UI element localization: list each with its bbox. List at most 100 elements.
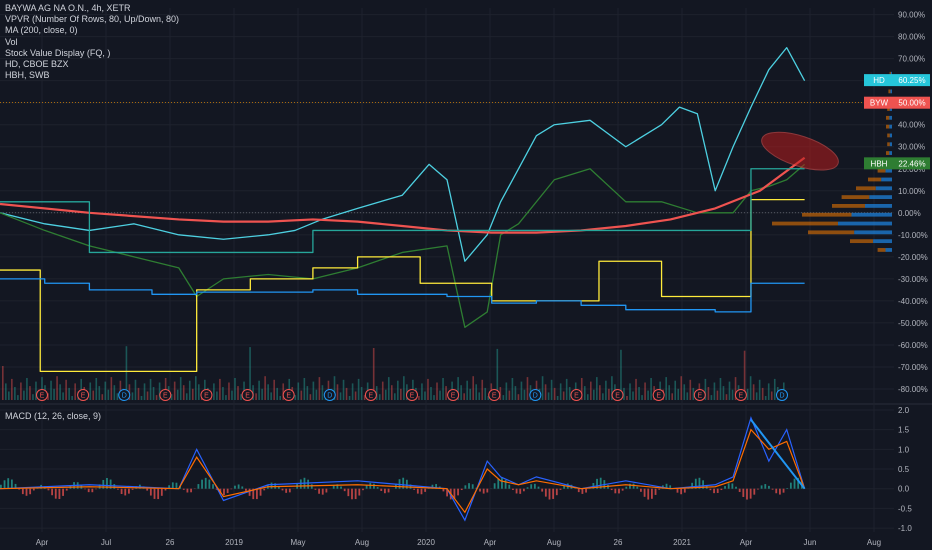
volume-profile-bar-down xyxy=(886,151,890,155)
volume-bar xyxy=(593,389,595,400)
volume-bar xyxy=(463,393,465,400)
volume-bar xyxy=(725,394,728,400)
volume-profile-bar-up xyxy=(885,168,892,173)
macd-histogram-bar xyxy=(149,488,152,496)
volume-bar xyxy=(164,378,167,400)
volume-profile-bar-down xyxy=(841,195,870,199)
volume-profile-bar-up xyxy=(851,212,892,217)
main-y-tick-label: -40.00% xyxy=(898,297,928,306)
volume-profile-bar-up xyxy=(890,89,892,94)
macd-histogram-bar xyxy=(519,488,522,494)
volume-bar xyxy=(746,388,749,400)
macd-histogram-bar xyxy=(629,483,631,489)
volume-bar xyxy=(179,377,182,400)
macd-histogram-bar xyxy=(263,488,266,491)
volume-bar xyxy=(544,384,547,400)
macd-histogram-bar xyxy=(65,488,68,491)
volume-bar xyxy=(321,385,324,400)
macd-histogram-bar xyxy=(453,488,456,500)
earnings-marker: E xyxy=(406,389,418,401)
macd-histogram-bar xyxy=(512,488,514,490)
dividend-marker: D xyxy=(323,389,336,401)
macd-histogram-bar xyxy=(277,486,280,489)
volume-bar xyxy=(74,383,76,400)
volume-bar xyxy=(14,387,16,400)
volume-bar xyxy=(191,388,194,400)
macd-histogram-bar xyxy=(25,488,28,496)
volume-bar xyxy=(384,389,387,400)
osc-y-tick-label: 0.0 xyxy=(898,485,910,494)
macd-histogram-bar xyxy=(256,488,258,500)
volume-bar xyxy=(26,378,28,400)
volume-bar xyxy=(372,348,375,400)
volume-bar xyxy=(514,386,517,400)
tag-symbol: BYW xyxy=(870,99,889,108)
macd-histogram-bar xyxy=(160,488,163,496)
macd-histogram-bar xyxy=(190,488,192,493)
macd-histogram-bar xyxy=(212,484,214,489)
macd-histogram-bar xyxy=(47,488,50,491)
volume-bar xyxy=(333,376,336,400)
volume-profile-bar-down xyxy=(886,124,890,129)
volume-bar xyxy=(460,385,462,400)
macd-legend[interactable]: MACD (12, 26, close, 9) xyxy=(5,411,102,421)
volume-bar xyxy=(433,395,435,400)
macd-histogram-bar xyxy=(0,484,2,489)
macd-histogram-bar xyxy=(18,488,21,490)
event-label: E xyxy=(163,393,168,400)
volume-bar xyxy=(761,387,764,400)
volume-bar xyxy=(758,379,761,400)
macd-histogram-bar xyxy=(168,485,171,489)
macd-histogram-bar xyxy=(749,488,752,499)
volume-profile-bar-up xyxy=(881,177,892,182)
volume-bar xyxy=(686,392,689,400)
earnings-marker: E xyxy=(36,389,48,401)
volume-bar xyxy=(231,390,233,400)
macd-histogram-bar xyxy=(431,484,434,489)
volume-bar xyxy=(345,387,348,400)
macd-histogram-bar xyxy=(592,483,595,489)
volume-bar xyxy=(258,380,260,400)
volume-bar xyxy=(149,378,152,400)
volume-bar xyxy=(403,376,405,400)
macd-histogram-bar xyxy=(464,485,467,489)
volume-bar xyxy=(312,381,315,400)
macd-histogram-bar xyxy=(259,488,262,496)
macd-histogram-bar xyxy=(738,488,741,492)
volume-bar xyxy=(719,378,722,400)
volume-bar xyxy=(674,380,677,400)
macd-histogram-bar xyxy=(416,488,419,494)
volume-profile-bar-up xyxy=(865,204,892,208)
volume-bar xyxy=(155,395,158,400)
series-hbh xyxy=(0,163,806,328)
macd-histogram-bar xyxy=(3,480,6,489)
macd-histogram-bar xyxy=(384,488,386,494)
macd-histogram-bar xyxy=(157,488,160,500)
volume-bar xyxy=(565,378,568,400)
macd-histogram-bar xyxy=(281,488,284,491)
volume-bar xyxy=(523,389,526,400)
main-y-tick-label: 80.00% xyxy=(898,33,925,42)
macd-histogram-bar xyxy=(274,483,277,489)
macd-histogram-bar xyxy=(87,488,90,493)
volume-bar xyxy=(134,379,137,400)
event-label: D xyxy=(779,393,784,400)
macd-histogram-bar xyxy=(442,488,445,492)
volume-bar xyxy=(626,396,628,400)
macd-histogram-bar xyxy=(735,486,737,489)
macd-trendline xyxy=(750,419,806,490)
macd-histogram-bar xyxy=(62,488,64,496)
event-label: E xyxy=(656,393,661,400)
macd-histogram-bar xyxy=(457,488,459,496)
volume-bar xyxy=(318,377,321,400)
volume-bar xyxy=(152,387,155,400)
tag-value-box xyxy=(894,157,930,170)
macd-histogram-bar xyxy=(786,488,789,489)
volume-bar xyxy=(222,387,224,400)
last-value-tag-hd: HD 60.25% xyxy=(864,74,930,87)
macd-histogram-bar xyxy=(559,488,562,490)
volume-bar xyxy=(216,391,218,400)
volume-bar xyxy=(8,391,10,400)
volume-bar xyxy=(303,378,306,400)
